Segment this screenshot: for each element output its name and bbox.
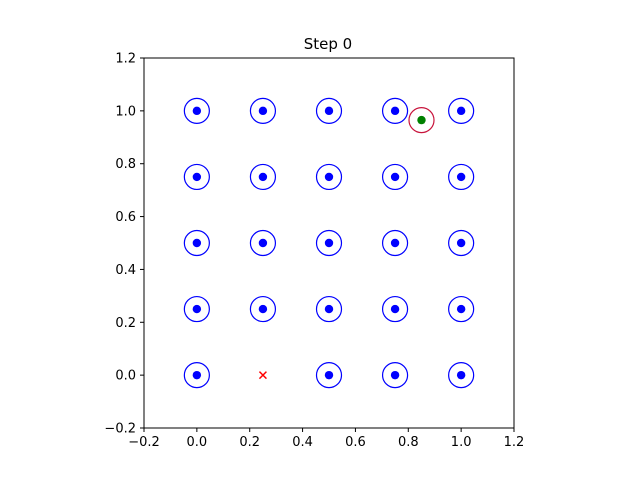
ring-marker	[183, 97, 210, 124]
x-tick-label: −0.2	[128, 435, 160, 450]
ring-marker	[381, 362, 409, 389]
y-tick-label: 0.4	[115, 263, 136, 278]
y-tick-label: 0.2	[115, 316, 136, 331]
ring-marker	[183, 163, 210, 191]
dot-marker	[324, 172, 334, 182]
dot-marker	[324, 106, 334, 116]
dot-marker	[417, 115, 426, 125]
dot-marker	[456, 370, 466, 380]
ring-marker	[448, 362, 475, 389]
dot-marker	[390, 238, 400, 248]
ring-marker	[249, 295, 277, 323]
ring-marker	[183, 229, 210, 257]
x-tick-label: 0.8	[398, 435, 419, 450]
dot-marker	[324, 238, 334, 248]
dot-marker	[390, 106, 400, 116]
ring-marker	[249, 229, 277, 257]
y-tick-label: −0.2	[104, 422, 136, 437]
ring-marker	[381, 97, 409, 124]
dot-marker	[192, 238, 202, 248]
ring-marker	[315, 362, 343, 389]
dot-marker	[324, 304, 334, 314]
plot-marks	[183, 97, 475, 389]
ring-marker	[448, 97, 475, 124]
dot-marker	[324, 370, 334, 380]
y-tick-label: 1.0	[115, 104, 136, 119]
ring-marker	[315, 163, 343, 191]
dot-marker	[456, 106, 466, 116]
x-tick-label: 0.4	[292, 435, 313, 450]
x-tick-label: 0.0	[187, 435, 208, 450]
ring-marker	[448, 163, 475, 191]
ring-marker	[315, 229, 343, 257]
dot-marker	[390, 370, 400, 380]
y-tick-label: 0.0	[115, 369, 136, 384]
x-axis: −0.2 0.0 0.2 0.4 0.6 0.8 1.0 1.2	[128, 428, 524, 450]
dot-marker	[390, 172, 400, 182]
ring-marker	[249, 97, 277, 124]
x-tick-label: 1.2	[504, 435, 525, 450]
dot-marker	[456, 172, 466, 182]
y-tick-label: 0.8	[115, 157, 136, 172]
ring-marker	[249, 163, 277, 191]
x-tick-label: 0.2	[239, 435, 260, 450]
ring-marker	[448, 295, 475, 323]
dot-marker	[192, 106, 202, 116]
chart-title: Step 0	[304, 35, 352, 53]
y-axis: −0.2 0.0 0.2 0.4 0.6 0.8 1.0 1.2	[104, 52, 144, 437]
dot-marker	[456, 238, 466, 248]
ring-marker	[448, 229, 475, 257]
ring-marker	[315, 295, 343, 323]
ring-marker	[381, 295, 409, 323]
dot-marker	[192, 304, 202, 314]
cross-marker	[258, 371, 267, 380]
y-tick-label: 1.2	[115, 52, 136, 67]
ring-marker	[381, 229, 409, 257]
dot-marker	[258, 172, 268, 182]
dot-marker	[192, 172, 202, 182]
dot-marker	[390, 304, 400, 314]
axes-frame	[143, 57, 515, 429]
dot-marker	[258, 106, 268, 116]
ring-marker	[315, 97, 343, 124]
ring-marker	[381, 163, 409, 191]
x-tick-label: 0.6	[345, 435, 366, 450]
ring-marker	[183, 362, 210, 389]
dot-marker	[258, 304, 268, 314]
dot-marker	[258, 238, 268, 248]
dot-marker	[456, 304, 466, 314]
y-tick-label: 0.6	[115, 210, 136, 225]
x-tick-label: 1.0	[451, 435, 472, 450]
ring-marker	[183, 295, 210, 323]
dot-marker	[192, 370, 202, 380]
ring-marker	[408, 107, 435, 134]
